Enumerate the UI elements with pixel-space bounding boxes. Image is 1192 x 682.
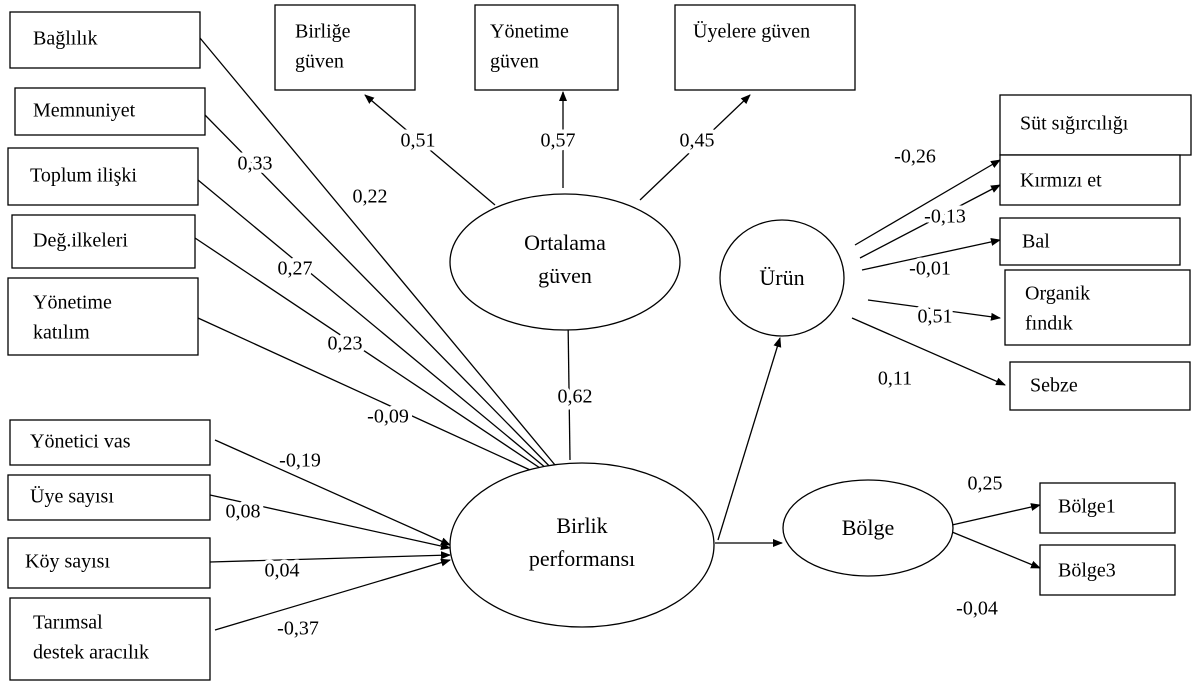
arrow [204, 114, 561, 478]
box [1039, 482, 1176, 534]
edge-label: 0,62 [558, 386, 593, 408]
arrow [209, 551, 451, 563]
ellipse-label: Ortalama [524, 230, 606, 255]
box [7, 537, 211, 589]
box-label: Birliğe [295, 21, 351, 43]
latent-variable [782, 479, 954, 577]
arrow [214, 558, 451, 631]
box [7, 277, 199, 356]
latent-variable [449, 193, 681, 331]
box-label: Organik [1025, 283, 1090, 305]
edge-label: 0,22 [353, 186, 388, 208]
latent-variable [719, 219, 845, 337]
arrow [209, 494, 451, 550]
box [9, 597, 211, 681]
arrow [859, 184, 1001, 259]
box [9, 419, 211, 466]
arrow [199, 37, 566, 478]
edge-label: -0,09 [367, 406, 409, 428]
box-label: destek aracılık [33, 642, 149, 664]
box [9, 11, 201, 69]
box [999, 154, 1181, 206]
box [999, 94, 1192, 156]
edge-label: -0,13 [924, 206, 966, 228]
box-label: Köy sayısı [25, 551, 110, 573]
edge-label: 0,45 [680, 130, 715, 152]
box-label: Sebze [1030, 375, 1078, 397]
edge-label: -0,19 [279, 450, 321, 472]
box-label: Toplum ilişki [30, 165, 137, 187]
arrow [854, 159, 1001, 246]
edge-label: 0,33 [238, 153, 273, 175]
box-label: Bölge1 [1058, 496, 1116, 518]
nodes: Bağlılık Memnuniyet Toplum ilişki Değ.ilkel… [7, 4, 1192, 681]
edge-label: 0,04 [265, 560, 300, 582]
box-label: Memnuniyet [33, 100, 136, 122]
box [1004, 269, 1191, 346]
edge-label: 0,11 [878, 368, 912, 390]
edge-label: 0,23 [328, 333, 363, 355]
edge-label: 0,27 [278, 258, 313, 280]
edge-label: 0,57 [541, 130, 576, 152]
arrow [214, 439, 451, 546]
box [7, 147, 199, 206]
labels: 0,22 0,33 0,27 0,23 -0,09 -0,19 0,08 0,04 -0,37 0… [222, 126, 1007, 644]
ellipse-label: Ürün [759, 265, 804, 290]
box [7, 474, 211, 521]
arrow [197, 317, 553, 481]
box-label: güven [295, 51, 344, 73]
arrow [951, 503, 1041, 526]
arrow [717, 337, 782, 541]
box-label: Bağlılık [33, 28, 97, 50]
box [274, 4, 416, 91]
box-label: Yönetime [33, 292, 112, 314]
arrow [197, 179, 559, 479]
ellipse-label: Birlik [556, 513, 607, 538]
box-label: Yönetime [490, 21, 569, 43]
arrow [851, 317, 1006, 386]
box-label: Üye sayısı [30, 485, 114, 508]
ellipse-label: Bölge [842, 515, 895, 540]
box-label: güven [490, 51, 539, 73]
box-label: Değ.ilkeleri [33, 230, 128, 252]
edges [194, 37, 1041, 631]
arrow [639, 94, 751, 201]
box-label: Üyelere güven [693, 20, 810, 43]
box [1039, 544, 1176, 596]
edge-label: -0,04 [956, 598, 998, 620]
edge-label: 0,08 [226, 501, 261, 523]
box [14, 87, 206, 136]
box-label: Süt sığırcılığı [1020, 113, 1129, 135]
box-label: katılım [33, 322, 90, 344]
arrow [951, 531, 1041, 569]
edge-label: -0,37 [277, 618, 319, 640]
arrow [564, 317, 573, 461]
box [1009, 361, 1191, 411]
box [474, 4, 619, 91]
edge-label: -0,26 [894, 146, 936, 168]
edge-label: -0,01 [909, 258, 951, 280]
box [999, 217, 1181, 266]
arrow [867, 299, 1001, 321]
box-label: Tarımsal [33, 612, 103, 634]
box-label: fındık [1025, 313, 1073, 335]
edge-label: 0,51 [401, 130, 436, 152]
arrow [194, 237, 556, 479]
box-label: Yönetici vas [30, 431, 131, 453]
box-label: Bölge3 [1058, 560, 1116, 582]
ellipse-label: performansı [529, 546, 635, 571]
edge-label: 0,25 [968, 473, 1003, 495]
arrow [364, 94, 496, 206]
ellipse-label: güven [538, 263, 592, 288]
box-label: Kırmızı et [1020, 170, 1102, 192]
latent-variable [449, 462, 715, 628]
box-label: Bal [1022, 231, 1050, 253]
box [11, 214, 196, 269]
box [674, 4, 856, 91]
arrow [861, 238, 1001, 271]
edge-label: 0,51 [918, 306, 953, 328]
